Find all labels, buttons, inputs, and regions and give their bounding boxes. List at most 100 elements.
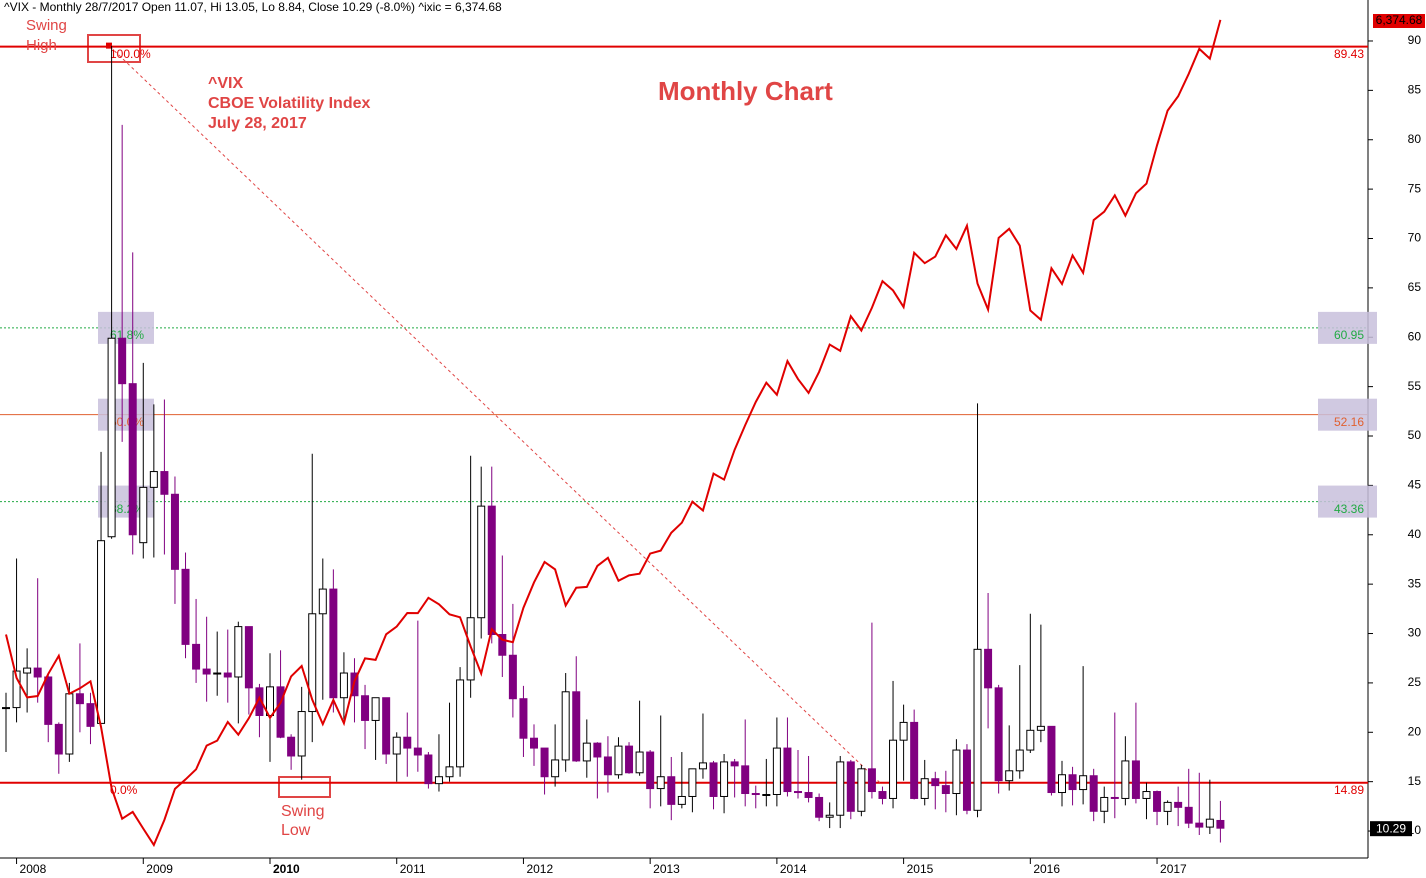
y-tick-label: 75 — [1408, 181, 1422, 195]
candle-body — [297, 711, 306, 757]
candle-body — [867, 768, 876, 793]
candle-body — [836, 761, 845, 816]
x-tick-label: 2015 — [907, 862, 934, 876]
candle-body — [1110, 796, 1119, 799]
y-tick-label: 35 — [1408, 576, 1422, 590]
candle-body — [772, 747, 781, 795]
candle-body — [54, 723, 63, 755]
candle-body — [984, 648, 993, 689]
candle-body — [149, 471, 158, 488]
y-tick-label: 20 — [1408, 724, 1422, 738]
level-pct-label: 100.0% — [110, 47, 151, 61]
level-box — [1318, 485, 1377, 518]
level-value-label: 43.36 — [1334, 502, 1364, 516]
level-box — [1318, 398, 1377, 431]
candle-body — [762, 793, 771, 796]
y-tick-label: 90 — [1408, 33, 1422, 47]
candle-body — [625, 745, 634, 774]
candle-body — [561, 691, 570, 761]
candle-body — [540, 747, 549, 778]
x-tick-label: 2008 — [20, 862, 47, 876]
candle-body — [192, 643, 201, 670]
candle-body — [445, 766, 454, 778]
level-value-label: 60.95 — [1334, 328, 1364, 342]
candle-body — [519, 698, 528, 739]
candle-body — [97, 540, 106, 724]
x-tick-label: 2017 — [1160, 862, 1187, 876]
candle-body — [456, 679, 465, 768]
y-tick-label: 70 — [1408, 231, 1422, 245]
candle-body — [128, 383, 137, 536]
candle-body — [12, 670, 21, 709]
candle-body — [118, 337, 127, 385]
candle-body — [403, 736, 412, 749]
y-tick-label: 85 — [1408, 83, 1422, 97]
candle-body — [920, 778, 929, 799]
candle-body — [255, 687, 264, 716]
candle-body — [878, 791, 887, 799]
candle-body — [508, 654, 517, 700]
x-tick-label: 2014 — [780, 862, 807, 876]
y-tick-label: 25 — [1408, 675, 1422, 689]
candle-body — [741, 765, 750, 795]
level-pct-label: 0.0% — [110, 783, 138, 797]
candle-body — [170, 493, 179, 570]
candle-body — [688, 768, 697, 797]
candle-body — [593, 742, 602, 758]
candle-body — [1005, 770, 1014, 782]
candle-body — [1131, 760, 1140, 799]
candle-body — [730, 761, 739, 767]
candle-body — [1100, 796, 1109, 812]
candle-body — [487, 505, 496, 636]
candle-body — [899, 721, 908, 741]
candle-body — [720, 761, 729, 797]
candle-body — [276, 686, 285, 738]
annotation: Monthly Chart — [658, 76, 833, 106]
index-line — [5, 19, 1222, 848]
candle-body — [181, 568, 190, 645]
y-tick-label: 65 — [1408, 280, 1422, 294]
candle-body — [815, 796, 824, 818]
candle-body — [213, 672, 222, 675]
candle-body — [804, 792, 813, 798]
candle-body — [382, 697, 391, 755]
candle-body — [846, 761, 855, 812]
candle-body — [857, 768, 866, 812]
y-tick-label: 80 — [1408, 132, 1422, 146]
candle-body — [994, 687, 1003, 782]
candle-body — [783, 747, 792, 793]
x-tick-label: 2012 — [526, 862, 553, 876]
x-tick-label: 2016 — [1033, 862, 1060, 876]
candle-body — [794, 791, 802, 794]
candle-body — [1047, 725, 1056, 794]
candle-body — [477, 505, 486, 619]
annotation: Low — [281, 822, 311, 839]
candle-body — [160, 471, 169, 495]
candle-body — [751, 793, 760, 796]
y-tick-label: 45 — [1408, 478, 1422, 492]
y-tick-label: 60 — [1408, 329, 1422, 343]
candle-body — [392, 736, 401, 755]
candle-body — [318, 588, 327, 615]
chart-title: ^VIX - Monthly 28/7/2017 Open 11.07, Hi … — [4, 0, 502, 14]
candle-body — [75, 693, 84, 705]
candle-body — [709, 762, 718, 797]
candle-body — [1184, 806, 1193, 824]
x-tick-label: 2013 — [653, 862, 680, 876]
candle-body — [1089, 775, 1098, 812]
candle-body — [86, 703, 95, 727]
candle-body — [1142, 791, 1151, 799]
candle-body — [582, 742, 591, 762]
candle-body — [23, 667, 32, 674]
candle-body — [646, 751, 655, 790]
annotation: ^VIX — [208, 75, 243, 92]
close-box — [1370, 821, 1412, 837]
candle-body — [603, 756, 612, 776]
candle-body — [1205, 818, 1214, 828]
candle-body — [223, 672, 232, 678]
x-tick-label: 2010 — [273, 862, 300, 876]
candle-body — [498, 634, 507, 656]
annotation: Swing — [281, 803, 325, 820]
candle-body — [413, 747, 422, 756]
